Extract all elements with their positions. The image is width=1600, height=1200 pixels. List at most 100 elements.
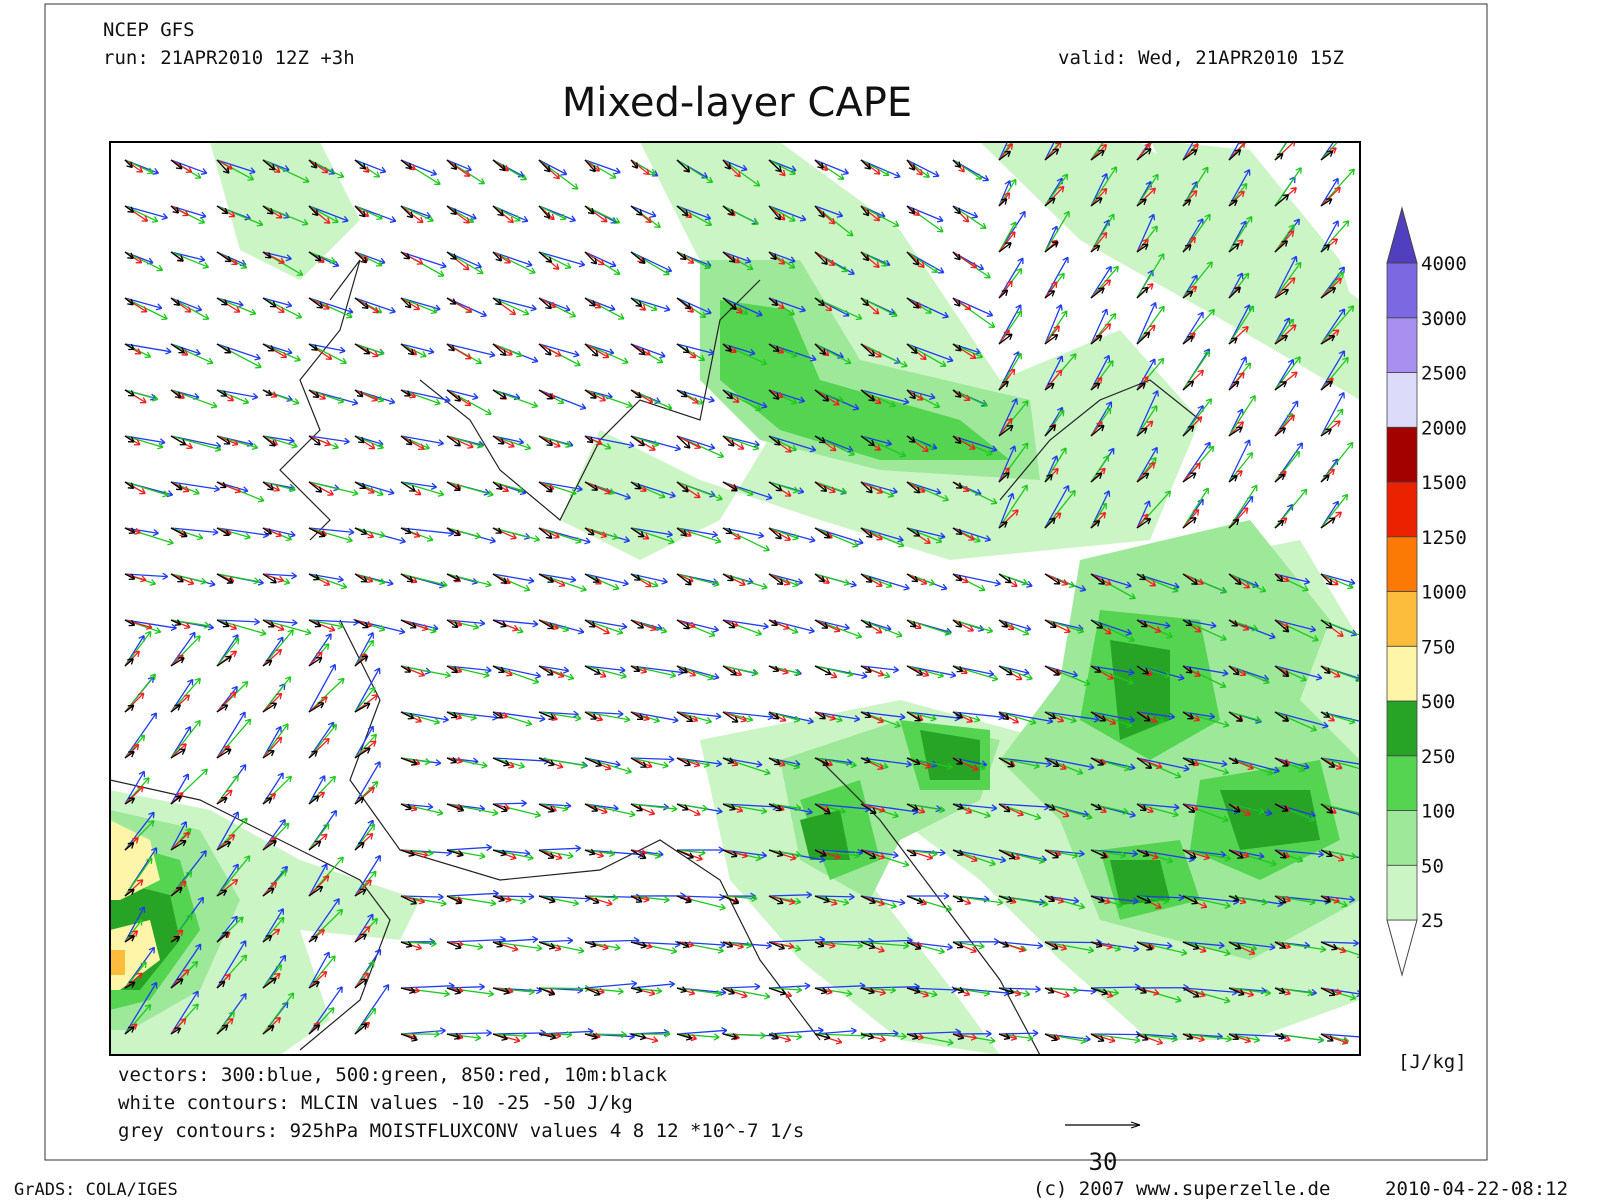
wind-vector (630, 941, 647, 949)
wind-vector (1228, 757, 1239, 765)
wind-vector (1228, 380, 1240, 391)
wind-vector (952, 849, 964, 857)
wind-vector (584, 803, 636, 818)
wind-vector (860, 527, 904, 543)
wind-vector (492, 205, 504, 217)
wind-vector (1136, 803, 1147, 812)
wind-vector (1228, 711, 1262, 724)
wind-vector (308, 481, 323, 493)
wind-vector (722, 205, 735, 216)
wind-vector (262, 481, 274, 491)
wind-vector (1182, 895, 1199, 905)
wind-vector (1182, 619, 1217, 629)
wind-vector (1090, 265, 1112, 299)
wind-vector (630, 1033, 647, 1041)
wind-vector (906, 711, 937, 722)
wind-vector (1136, 619, 1148, 628)
wind-vector (124, 297, 134, 306)
wind-vector (1320, 474, 1330, 483)
wind-vector (216, 527, 251, 540)
wind-vector (492, 251, 511, 264)
wind-vector (492, 343, 507, 357)
wind-vector (584, 159, 596, 173)
wind-vector (1274, 573, 1311, 585)
wind-vector (262, 723, 289, 759)
wind-vector (1136, 173, 1159, 207)
wind-vector (584, 205, 621, 224)
wind-vector (1090, 849, 1127, 859)
wind-vector (1136, 198, 1147, 207)
wind-vector (1274, 450, 1301, 483)
wind-vector (906, 159, 940, 178)
wind-vector (768, 895, 796, 906)
wind-vector (170, 205, 189, 217)
wind-vector (1044, 849, 1059, 859)
wind-vector (538, 711, 582, 722)
wind-vector (446, 297, 457, 305)
scale-arrowhead (1130, 1121, 1141, 1129)
wind-vector (446, 435, 461, 447)
wind-vector (998, 472, 1010, 483)
wind-vector (998, 289, 1009, 299)
wind-vector (1090, 619, 1135, 643)
wind-vector (538, 527, 553, 539)
wind-vector (538, 849, 574, 860)
wind-vector (814, 205, 844, 218)
wind-vector (1044, 355, 1064, 391)
wind-vector (492, 711, 503, 719)
wind-vector (538, 527, 560, 539)
wind-vector (1136, 711, 1176, 721)
wind-vector (814, 619, 841, 633)
wind-vector (1228, 169, 1251, 207)
wind-vector (1182, 987, 1206, 998)
cape-shading (110, 950, 125, 975)
wind-vector (400, 159, 438, 177)
wind-vector (308, 775, 337, 805)
wind-vector (1090, 265, 1119, 299)
wind-vector (814, 711, 826, 720)
wind-vector (722, 757, 763, 768)
wind-vector (354, 205, 366, 218)
wind-vector (1136, 446, 1158, 483)
wind-vector (768, 205, 807, 222)
wind-vector (998, 665, 1030, 676)
wind-vector (998, 484, 1028, 529)
wind-vector (1228, 142, 1243, 161)
map (110, 142, 1360, 1055)
wind-vector (262, 389, 273, 396)
wind-vector (814, 159, 850, 176)
wind-vector (216, 435, 259, 451)
wind-vector (216, 691, 237, 713)
wind-vector (768, 941, 786, 951)
wind-vector (538, 297, 552, 310)
wind-vector (1228, 337, 1238, 345)
wind-vector (492, 757, 510, 767)
wind-vector (170, 886, 183, 897)
wind-vector (722, 1031, 766, 1040)
wind-vector (1228, 757, 1280, 774)
wind-vector (1044, 424, 1056, 437)
wind-vector (400, 573, 448, 588)
wind-vector (768, 527, 799, 541)
wind-vector (584, 803, 599, 812)
wind-vector (354, 1007, 377, 1035)
wind-vector (308, 435, 321, 446)
wind-vector (676, 573, 692, 586)
wind-vector (308, 935, 319, 943)
wind-vector (676, 205, 712, 221)
wind-vector (1228, 1033, 1261, 1044)
wind-vector (354, 761, 381, 805)
wind-vector (998, 849, 1016, 860)
wind-vector (354, 251, 383, 267)
wind-vector (400, 665, 412, 673)
wind-vector (860, 389, 910, 405)
footer-right: 2010-04-22-08:12 (1385, 1178, 1568, 1200)
wind-vector (354, 527, 368, 536)
wind-vector (1274, 803, 1289, 812)
wind-vector (400, 895, 418, 905)
wind-vector (584, 251, 598, 265)
wind-vector (722, 389, 768, 409)
wind-vector (216, 637, 240, 667)
wind-vector (538, 343, 552, 356)
wind-vector (1044, 333, 1059, 345)
